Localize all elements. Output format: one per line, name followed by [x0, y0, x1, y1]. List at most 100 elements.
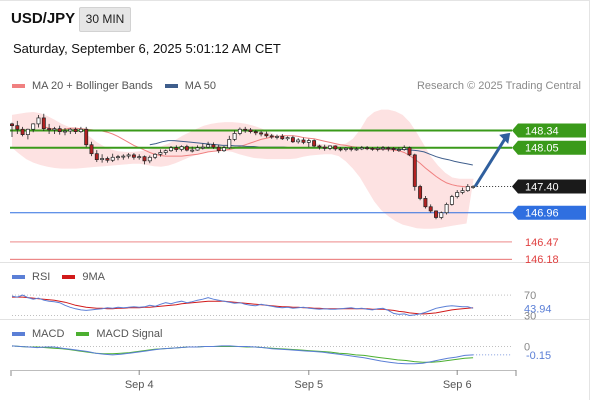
candle-body [52, 128, 57, 131]
candle-body [78, 128, 83, 132]
symbol-title: USD/JPY [11, 10, 76, 27]
candle-body [296, 139, 301, 143]
candle-body [137, 156, 142, 159]
candle-body [428, 206, 433, 212]
candle-body [465, 186, 470, 192]
candle-body [190, 149, 195, 152]
x-tick-label: Sep 6 [443, 379, 472, 391]
ma50-swatch [164, 84, 178, 88]
candle-body [317, 145, 322, 148]
candle-body [471, 186, 476, 188]
candle-body [211, 144, 216, 148]
research-credit: Research © 2025 Trading Central [416, 80, 581, 92]
candle-body [402, 147, 407, 150]
candle-body [407, 147, 412, 156]
candle-body [36, 117, 41, 125]
level-label-146.47: 146.47 [525, 237, 559, 249]
candle-body [280, 136, 285, 140]
candle-body [20, 128, 25, 135]
forecast-arrow-head [499, 132, 511, 144]
candle-body [227, 139, 232, 149]
ma20-swatch [12, 84, 25, 88]
candle-body [434, 210, 438, 218]
candle-body [359, 147, 364, 150]
candle-body [418, 186, 423, 199]
candle-body [365, 147, 370, 150]
chart-header: USD/JPY 30 MIN [0, 0, 590, 36]
candle-body [169, 147, 173, 152]
candle-body [63, 130, 67, 133]
candle-body [396, 149, 401, 151]
level-label-148.05: 148.05 [525, 143, 559, 155]
candle-body [248, 129, 253, 132]
candle-body [381, 147, 385, 150]
candle-body [264, 133, 269, 137]
candle-body [301, 139, 306, 143]
last-price-tag [512, 179, 586, 194]
candle-body [41, 117, 46, 130]
level-label-147.40: 147.40 [525, 181, 559, 193]
candle-body [423, 198, 428, 208]
candle-body [174, 147, 179, 150]
macd-line [11, 345, 474, 365]
candle-body [116, 156, 120, 159]
candle-body [328, 145, 332, 149]
candle-body [222, 147, 226, 152]
candle-body [216, 146, 221, 152]
rsi-ma-swatch [62, 275, 76, 279]
candle-body [412, 154, 417, 187]
rsi-tick-70: 70 [524, 290, 536, 302]
level-tag-148.34 [512, 123, 586, 138]
candle-body [375, 147, 380, 150]
rsi-line [11, 294, 474, 317]
rsi-current-value: 43.94 [524, 303, 552, 315]
candle-body [243, 128, 248, 131]
candle-body [15, 125, 20, 130]
candle-body [349, 147, 354, 150]
macd-signal-line [11, 345, 474, 363]
candle-body [449, 196, 454, 205]
candle-body [322, 146, 327, 149]
legend-ma20-label: MA 20 + Bollinger Bands [32, 80, 153, 92]
candle-body [105, 158, 110, 161]
legend-ma50-label: MA 50 [184, 80, 216, 92]
candle-body [455, 192, 460, 197]
candle-body [460, 190, 465, 193]
candle-body [100, 158, 105, 161]
candle-body [84, 128, 89, 146]
candle-body [439, 212, 444, 218]
candle-body [158, 152, 163, 155]
level-label-148.34: 148.34 [525, 125, 559, 137]
candle-body [237, 128, 242, 134]
candle-body [10, 123, 14, 127]
candle-body [147, 156, 152, 162]
legend-rsi-ma-label: 9MA [82, 271, 105, 283]
level-tag-146.96 [512, 205, 586, 220]
macd-current-value: -0.15 [526, 350, 551, 362]
candle-body [232, 133, 237, 140]
macd-swatch [12, 332, 25, 336]
candle-body [312, 140, 317, 147]
candle-body [73, 128, 78, 132]
legend-rsi-label: RSI [32, 271, 51, 283]
rsi-ma-line [12, 296, 474, 315]
datetime-label: Saturday, September 6, 2025 5:01:12 AM C… [13, 41, 281, 56]
x-tick-label: Sep 5 [294, 379, 323, 391]
candle-body [343, 147, 348, 150]
macd-signal-swatch [76, 332, 90, 336]
candle-body [195, 147, 200, 151]
candle-body [179, 146, 184, 150]
candle-body [110, 156, 115, 161]
candle-body [290, 137, 295, 143]
candle-body [126, 154, 131, 157]
candle-body [89, 144, 94, 155]
timeframe-button[interactable]: 30 MIN [79, 7, 131, 32]
rsi-tick-30: 30 [524, 310, 536, 322]
price-legend: MA 20 + Bollinger Bands MA 50 [12, 80, 216, 92]
level-label-146.18: 146.18 [525, 254, 559, 266]
candle-body [200, 146, 205, 149]
macd-tick-0: 0 [524, 341, 530, 353]
candle-body [391, 147, 396, 150]
candle-body [142, 156, 147, 162]
candle-body [31, 123, 36, 130]
